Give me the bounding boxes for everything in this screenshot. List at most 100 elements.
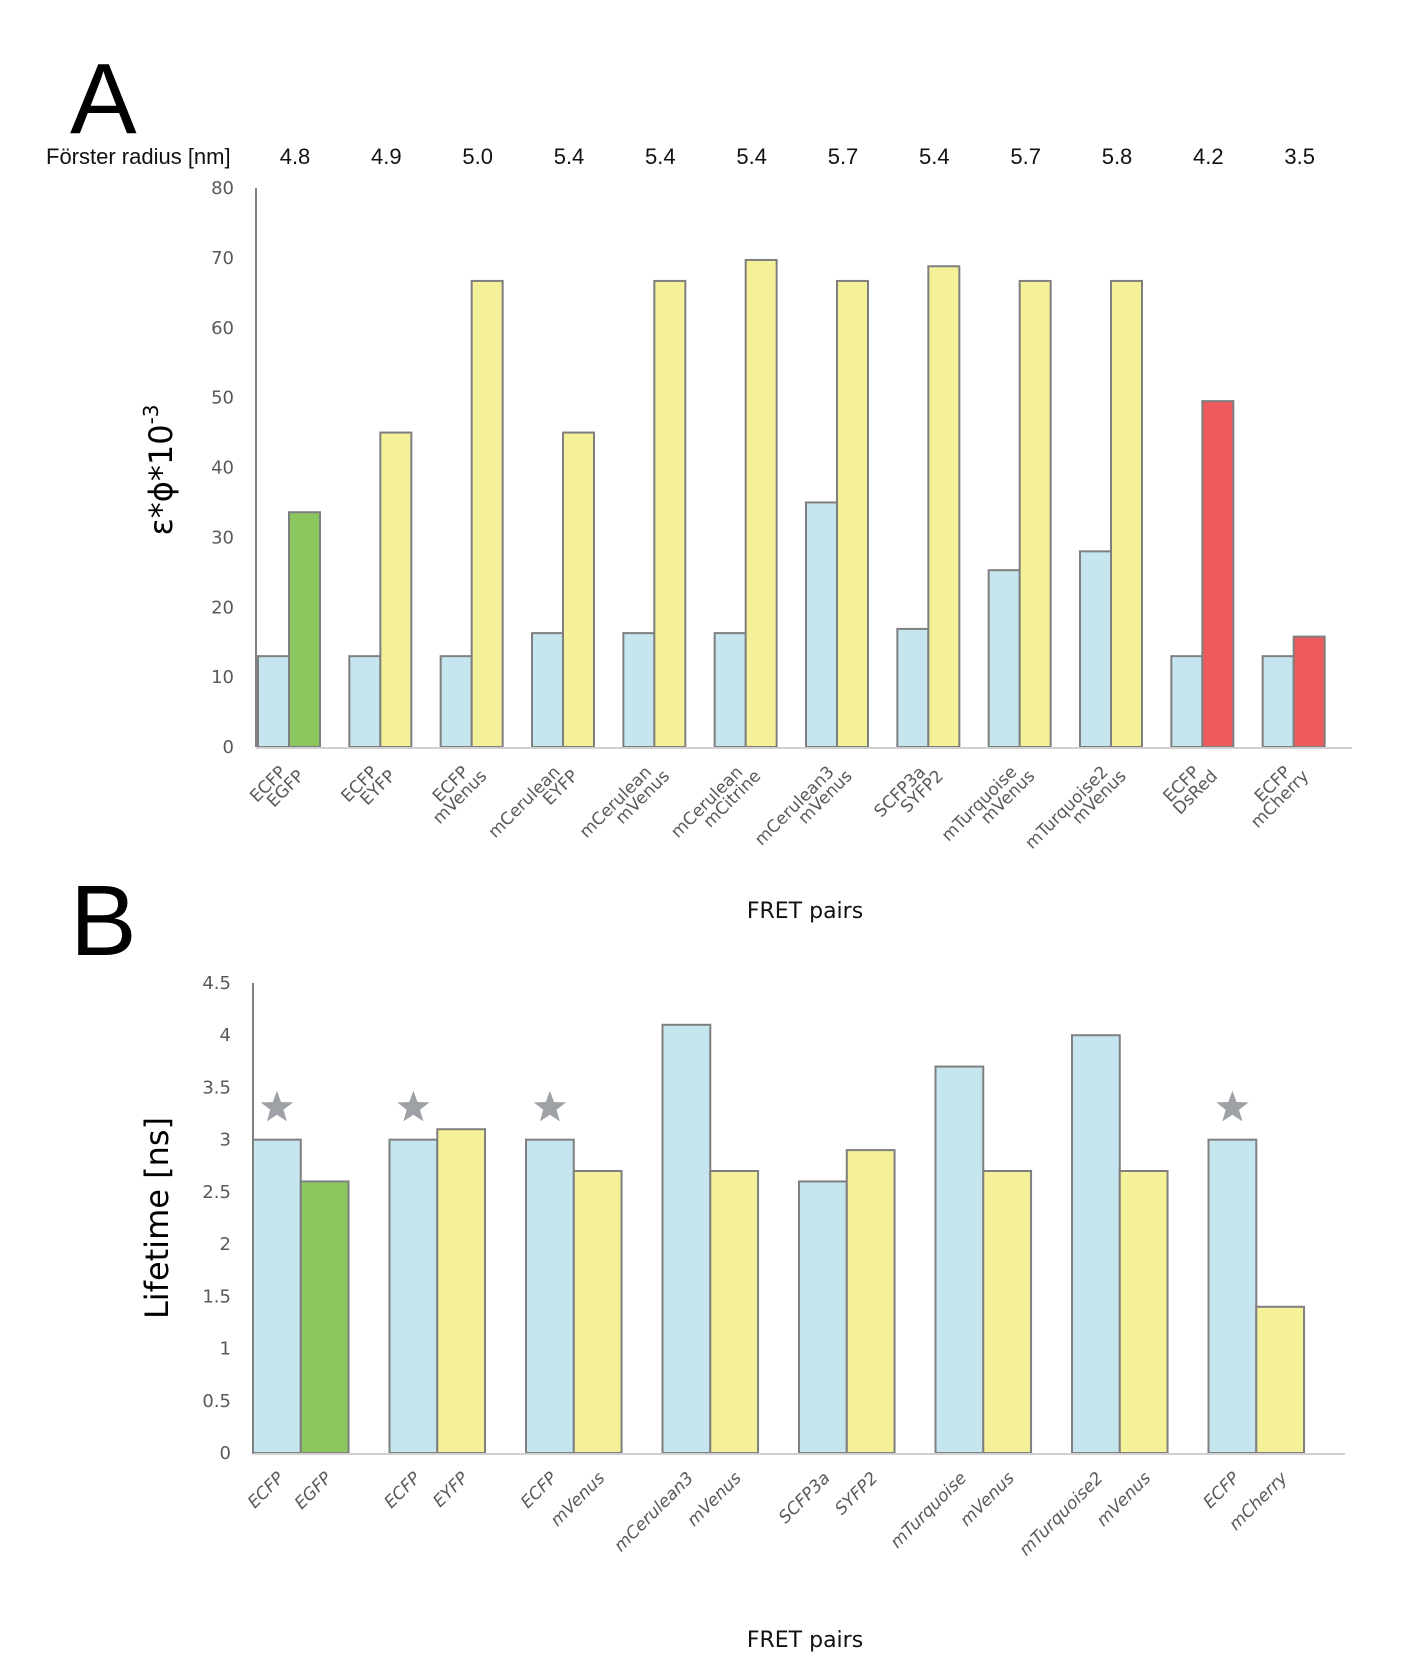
y-tick-label: 0 — [220, 1443, 231, 1464]
acceptor-bar — [1118, 1170, 1169, 1454]
chart-b-stars — [260, 1090, 1249, 1122]
donor-bar — [257, 655, 290, 748]
forster-radius-label: Förster radius [nm] — [46, 144, 231, 169]
donor-bar — [805, 501, 838, 748]
acceptor-bar — [744, 258, 778, 748]
forster-radius-value: 5.7 — [1010, 144, 1041, 169]
acceptor-bar — [1110, 279, 1143, 748]
category-label: mTurquoise2 — [1016, 1468, 1108, 1560]
forster-radius-value: 5.0 — [462, 144, 493, 169]
donor-bar — [531, 632, 564, 749]
donor-bar — [252, 1138, 302, 1454]
star-icon — [397, 1090, 430, 1122]
y-tick-label: 30 — [211, 527, 234, 548]
y-tick-label: 3 — [220, 1130, 231, 1151]
donor-bar — [1261, 655, 1295, 748]
y-tick-label: 2 — [220, 1234, 231, 1255]
donor-bar — [1170, 655, 1204, 748]
forster-radius-value: 5.4 — [919, 144, 950, 169]
chart-b-y-ticks: 0 0.5 1 1.5 2 2.5 3 3.5 4 4.5 — [202, 973, 231, 1464]
category-label: SYFP2 — [831, 1468, 882, 1519]
category-label: ECFP — [244, 1468, 289, 1513]
forster-radius-value: 4.2 — [1193, 144, 1224, 169]
acceptor-bar — [836, 279, 869, 748]
chart-a-y-ticks: 0 10 20 30 40 50 60 70 80 — [211, 178, 234, 758]
donor-bar — [713, 632, 747, 749]
forster-radius-value: 5.4 — [736, 144, 767, 169]
donor-bar — [525, 1138, 575, 1454]
star-icon — [1216, 1090, 1249, 1122]
category-label: mCerulean3 — [610, 1468, 698, 1556]
forster-radius-value: 4.8 — [280, 144, 311, 169]
donor-bar — [798, 1180, 848, 1454]
chart-b-y-label: Lifetime [ns] — [138, 1117, 176, 1319]
y-tick-label: 60 — [211, 318, 234, 339]
star-icon — [260, 1090, 294, 1122]
star-icon — [533, 1090, 567, 1122]
category-label: mTurquoise — [887, 1468, 971, 1552]
chart-b: 00.511.522.533.544.5 ECFP EGFP ECFP EYFP ECF… — [138, 973, 1345, 1653]
y-tick-label: 4 — [220, 1025, 231, 1046]
donor-bar — [934, 1065, 985, 1454]
acceptor-bar — [1255, 1305, 1306, 1455]
chart-b-bars — [252, 1023, 1306, 1455]
chart-a-y-label-sup: -3 — [139, 404, 163, 424]
category-label: ECFP — [1200, 1468, 1245, 1513]
acceptor-bar — [562, 431, 595, 748]
y-tick-label: 70 — [211, 248, 234, 269]
y-tick-label: 0 — [223, 737, 234, 758]
y-tick-label: 4.5 — [202, 973, 231, 994]
acceptor-bar — [709, 1170, 760, 1454]
panel-a-letter: A — [70, 43, 137, 155]
y-tick-label: 1.5 — [202, 1286, 231, 1307]
category-label: EYFP — [429, 1468, 473, 1512]
acceptor-bar — [1018, 279, 1052, 748]
donor-bar — [348, 655, 382, 748]
y-tick-label: 10 — [211, 667, 234, 688]
y-tick-label: 0.5 — [202, 1391, 231, 1412]
category-label: ECFP — [517, 1468, 562, 1513]
chart-a-bars — [257, 258, 1326, 749]
forster-radius-value: 4.9 — [371, 144, 402, 169]
forster-radius-value: 3.5 — [1284, 144, 1315, 169]
donor-bar — [1071, 1034, 1121, 1454]
chart-a-y-label: ε*ϕ*10-3 — [139, 404, 180, 535]
acceptor-bar — [845, 1149, 896, 1454]
category-label: SCFP3a — [775, 1468, 834, 1527]
donor-bar — [1079, 550, 1112, 748]
acceptor-bar — [927, 265, 961, 748]
forster-radius-value: 5.4 — [554, 144, 585, 169]
y-tick-label: 2.5 — [202, 1182, 231, 1203]
acceptor-bar — [470, 279, 504, 748]
y-tick-label: 40 — [211, 458, 234, 479]
acceptor-bar — [1201, 400, 1235, 748]
donor-bar — [896, 627, 930, 749]
donor-bar — [388, 1138, 439, 1454]
y-tick-label: 3.5 — [202, 1077, 231, 1098]
category-label: EGFP — [291, 1468, 337, 1514]
forster-radius-value: 5.7 — [828, 144, 859, 169]
acceptor-bar — [572, 1170, 623, 1454]
donor-bar — [439, 655, 473, 748]
y-tick-label: 1 — [220, 1339, 231, 1360]
chart-a-y-label-main: ε*ϕ*10 — [142, 424, 180, 535]
acceptor-bar — [299, 1180, 350, 1454]
forster-radius-value: 5.8 — [1102, 144, 1133, 169]
acceptor-bar — [1292, 635, 1326, 748]
acceptor-bar — [288, 511, 321, 748]
chart-b-x-label: FRET pairs — [747, 1628, 863, 1653]
y-tick-label: 50 — [211, 388, 234, 409]
donor-bar — [987, 569, 1021, 748]
forster-radius-values: 4.8 4.9 5.0 5.4 5.4 5.4 5.7 5.4 5.7 5.8 4.2 3.5 — [280, 144, 1315, 169]
y-tick-label: 80 — [211, 178, 234, 199]
y-tick-label: 20 — [211, 597, 234, 618]
acceptor-bar — [379, 431, 413, 748]
category-label: ECFP — [381, 1468, 426, 1513]
forster-radius-value: 5.4 — [645, 144, 676, 169]
chart-a-x-label: FRET pairs — [747, 899, 863, 924]
acceptor-bar — [982, 1170, 1033, 1454]
donor-bar — [661, 1023, 712, 1455]
